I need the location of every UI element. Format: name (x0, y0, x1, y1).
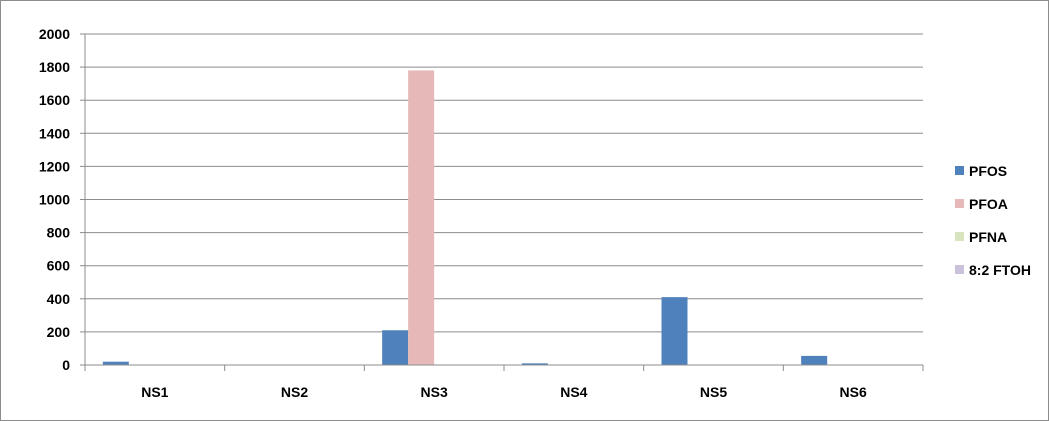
x-tick-label: NS5 (700, 384, 727, 400)
y-tick-label: 600 (47, 258, 71, 274)
bar-pfos-ns6 (801, 355, 828, 365)
legend-label: PFOA (969, 196, 1008, 212)
y-tick-label: 200 (47, 324, 71, 340)
y-tick-label: 0 (62, 357, 70, 373)
x-tick-label: NS3 (421, 384, 448, 400)
bar-pfos-ns3 (382, 330, 409, 365)
legend-label: PFNA (969, 229, 1007, 245)
bar-pfos-ns4 (521, 363, 548, 365)
legend-label: PFOS (969, 163, 1007, 179)
y-tick-label: 800 (47, 225, 71, 241)
x-tick-label: NS2 (281, 384, 308, 400)
bar-pfos-ns5 (661, 297, 688, 365)
x-tick-label: NS4 (560, 384, 587, 400)
y-tick-label: 1600 (39, 92, 70, 108)
y-tick-label: 1400 (39, 125, 70, 141)
y-tick-label: 1200 (39, 158, 70, 174)
legend-swatch (955, 232, 964, 241)
y-tick-label: 1000 (39, 192, 70, 208)
bar-pfoa-ns3 (408, 70, 435, 365)
legend-swatch (955, 265, 964, 274)
x-tick-label: NS6 (840, 384, 867, 400)
x-tick-label: NS1 (141, 384, 168, 400)
y-tick-label: 2000 (39, 26, 70, 42)
legend-label: 8:2 FTOH (969, 262, 1031, 278)
bar-pfos-ns1 (102, 361, 129, 365)
y-tick-label: 1800 (39, 59, 70, 75)
y-tick-label: 400 (47, 291, 71, 307)
legend-swatch (955, 199, 964, 208)
legend-swatch (955, 166, 964, 175)
